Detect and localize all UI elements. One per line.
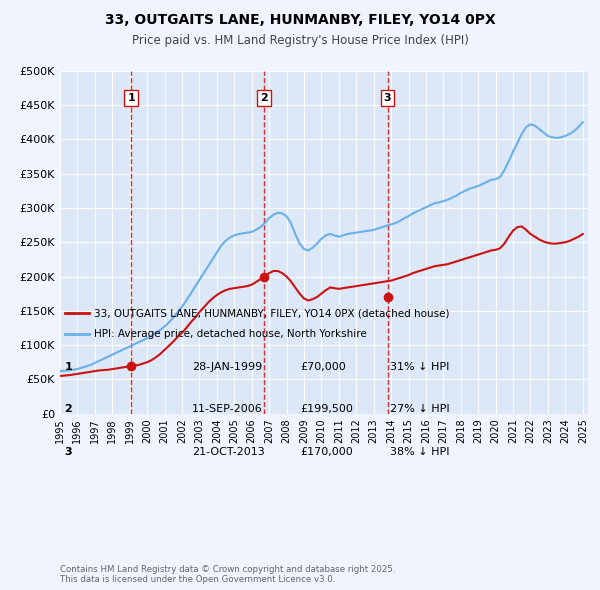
Text: Contains HM Land Registry data © Crown copyright and database right 2025.
This d: Contains HM Land Registry data © Crown c… [60, 565, 395, 584]
Text: 28-JAN-1999: 28-JAN-1999 [192, 362, 262, 372]
Text: 3: 3 [384, 93, 391, 103]
Text: Price paid vs. HM Land Registry's House Price Index (HPI): Price paid vs. HM Land Registry's House … [131, 34, 469, 47]
Text: 33, OUTGAITS LANE, HUNMANBY, FILEY, YO14 0PX (detached house): 33, OUTGAITS LANE, HUNMANBY, FILEY, YO14… [94, 309, 450, 318]
Text: 38% ↓ HPI: 38% ↓ HPI [390, 447, 449, 457]
Text: 31% ↓ HPI: 31% ↓ HPI [390, 362, 449, 372]
Text: 21-OCT-2013: 21-OCT-2013 [192, 447, 265, 457]
Text: HPI: Average price, detached house, North Yorkshire: HPI: Average price, detached house, Nort… [94, 329, 367, 339]
Text: 1: 1 [65, 362, 72, 372]
Text: £170,000: £170,000 [300, 447, 353, 457]
Text: 27% ↓ HPI: 27% ↓ HPI [390, 405, 449, 414]
Text: 2: 2 [260, 93, 268, 103]
Text: 33, OUTGAITS LANE, HUNMANBY, FILEY, YO14 0PX: 33, OUTGAITS LANE, HUNMANBY, FILEY, YO14… [104, 12, 496, 27]
Text: 11-SEP-2006: 11-SEP-2006 [192, 405, 263, 414]
Text: £70,000: £70,000 [300, 362, 346, 372]
Text: 2: 2 [65, 405, 72, 414]
Text: £199,500: £199,500 [300, 405, 353, 414]
Text: 3: 3 [65, 447, 72, 457]
Text: 1: 1 [127, 93, 135, 103]
